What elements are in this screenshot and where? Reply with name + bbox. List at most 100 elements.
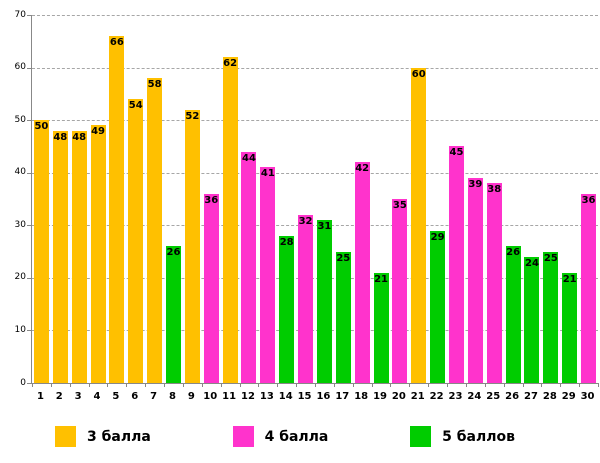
bar-value-label: 26 [506, 247, 521, 259]
x-axis-label: 26 [505, 391, 520, 402]
bar-value-label: 62 [223, 58, 238, 70]
bar: 42 [354, 162, 370, 383]
legend-swatch [55, 426, 76, 447]
x-axis-label: 8 [169, 391, 176, 402]
x-axis-label: 30 [580, 391, 595, 402]
bar-value-label: 66 [109, 37, 124, 49]
x-axis-label: 19 [373, 391, 387, 402]
y-axis-tick [27, 120, 32, 122]
gridline [32, 120, 598, 122]
x-axis-tick [201, 383, 203, 387]
x-axis-tick [69, 383, 71, 387]
x-axis-tick [522, 383, 524, 387]
bar-value-label: 54 [128, 100, 143, 112]
y-axis-label: 50 [14, 114, 26, 125]
bar-value-label: 21 [374, 273, 388, 285]
x-axis-label: 13 [259, 391, 274, 402]
x-axis-tick [598, 383, 599, 387]
bar-value-label: 52 [185, 110, 200, 122]
bar-value-label: 25 [543, 252, 558, 264]
x-axis-label: 15 [297, 391, 312, 402]
x-axis-tick [333, 383, 335, 387]
bar-value-label: 38 [487, 184, 502, 196]
x-axis-label: 10 [203, 391, 218, 402]
y-axis-tick [27, 67, 32, 69]
bar: 48 [52, 130, 68, 383]
bar: 36 [203, 193, 219, 383]
x-axis-label: 6 [131, 391, 139, 402]
bar-value-label: 32 [298, 215, 313, 227]
bar: 25 [335, 251, 351, 383]
y-axis-label: 40 [14, 167, 26, 178]
bar-value-label: 60 [411, 68, 426, 80]
x-axis-tick [164, 383, 166, 387]
bar-value-label: 50 [34, 121, 49, 133]
bar-value-label: 39 [468, 178, 483, 190]
bar-value-label: 36 [204, 194, 219, 206]
x-axis-label: 16 [316, 391, 331, 402]
bar-value-label: 48 [53, 131, 68, 143]
bar: 36 [581, 193, 597, 383]
y-axis-tick [27, 383, 32, 384]
bar: 25 [543, 251, 559, 383]
x-axis-label: 18 [354, 391, 369, 402]
x-axis-label: 5 [112, 391, 120, 402]
bar: 29 [430, 230, 446, 383]
x-axis-tick [277, 383, 279, 387]
x-axis-label: 4 [93, 391, 101, 402]
bar-value-label: 24 [524, 257, 539, 269]
bar: 52 [184, 109, 200, 383]
x-axis-label: 7 [150, 391, 158, 402]
bar: 21 [562, 272, 578, 383]
bar-value-label: 31 [317, 221, 332, 233]
y-axis-tick [27, 15, 32, 16]
bar: 62 [222, 57, 238, 383]
x-axis-label: 29 [561, 391, 576, 402]
x-axis-tick [182, 383, 184, 387]
x-axis-tick [32, 383, 33, 387]
x-axis-label: 17 [335, 391, 350, 402]
bar: 28 [279, 235, 295, 383]
bar: 54 [128, 99, 144, 383]
y-axis-label: 70 [14, 9, 26, 20]
bar: 21 [373, 272, 389, 383]
x-axis-tick [390, 383, 392, 387]
bar-value-label: 44 [241, 152, 256, 164]
bar-value-label: 26 [166, 247, 181, 259]
bar: 50 [33, 120, 49, 383]
x-axis-tick [220, 383, 222, 387]
bar-value-label: 48 [72, 131, 87, 143]
x-axis-label: 14 [278, 391, 293, 402]
x-axis-tick [50, 383, 52, 387]
y-axis-label: 60 [14, 62, 26, 73]
gridline [32, 277, 598, 279]
x-axis-tick [88, 383, 90, 387]
plot-area: 50 48 48 49 66 54 58 26 52 36 62 44 41 28 32 31 25 42 21 35… [27, 15, 599, 387]
bar: 31 [316, 220, 332, 383]
x-axis-tick [541, 383, 543, 387]
gridline [32, 15, 598, 16]
bar: 48 [71, 130, 87, 383]
x-axis-label: 20 [391, 391, 406, 402]
bar: 38 [486, 183, 502, 383]
bar: 26 [166, 246, 181, 383]
bar-value-label: 45 [449, 147, 464, 159]
x-axis-tick [296, 383, 298, 387]
y-axis-tick [27, 172, 32, 174]
x-axis-tick [503, 383, 505, 387]
x-axis-tick [145, 383, 147, 387]
bar-value-label: 35 [392, 200, 407, 211]
bar: 32 [298, 214, 314, 383]
legend-label: 3 балла [87, 428, 151, 445]
y-axis-tick [27, 225, 32, 227]
x-axis-label: 11 [222, 391, 237, 402]
bar: 60 [411, 67, 427, 383]
bar-value-label: 25 [336, 252, 351, 264]
bar-value-label: 29 [430, 231, 445, 243]
x-axis-tick [239, 383, 241, 387]
x-axis-label: 2 [55, 391, 63, 402]
legend-label: 4 балла [264, 428, 329, 445]
legend-item: 4 балла [232, 426, 329, 447]
x-axis-tick [107, 383, 109, 387]
